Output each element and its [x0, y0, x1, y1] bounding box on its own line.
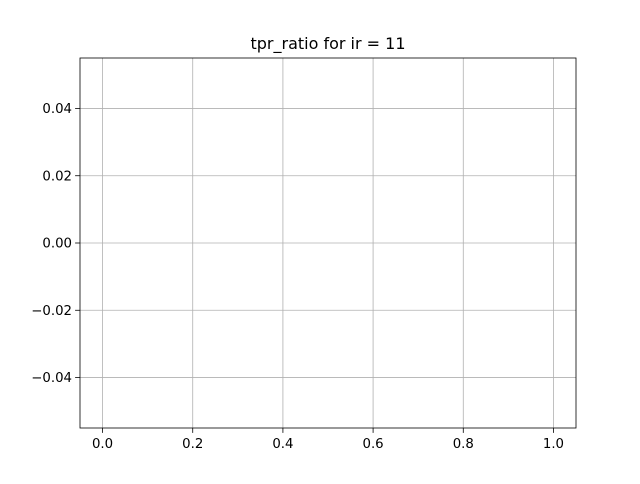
y-tick-label: 0.00 [42, 237, 72, 252]
x-tick-label: 1.0 [543, 437, 564, 452]
x-tick-label: 0.0 [92, 437, 113, 452]
y-tick-label: −0.04 [31, 371, 72, 386]
x-tick-label: 0.6 [363, 437, 384, 452]
x-tick-label: 0.4 [272, 437, 293, 452]
x-tick-label: 0.2 [182, 437, 203, 452]
y-tick-label: 0.02 [42, 169, 72, 184]
y-tick-label: −0.02 [31, 304, 72, 319]
chart-title: tpr_ratio for ir = 11 [250, 34, 405, 54]
x-tick-label: 0.8 [453, 437, 474, 452]
y-tick-label: 0.04 [42, 102, 72, 117]
x-axis: 0.0 0.2 0.4 0.6 0.8 1.0 [92, 428, 564, 452]
grid-lines [80, 58, 576, 428]
y-axis: −0.04 −0.02 0.00 0.02 0.04 [31, 102, 80, 386]
